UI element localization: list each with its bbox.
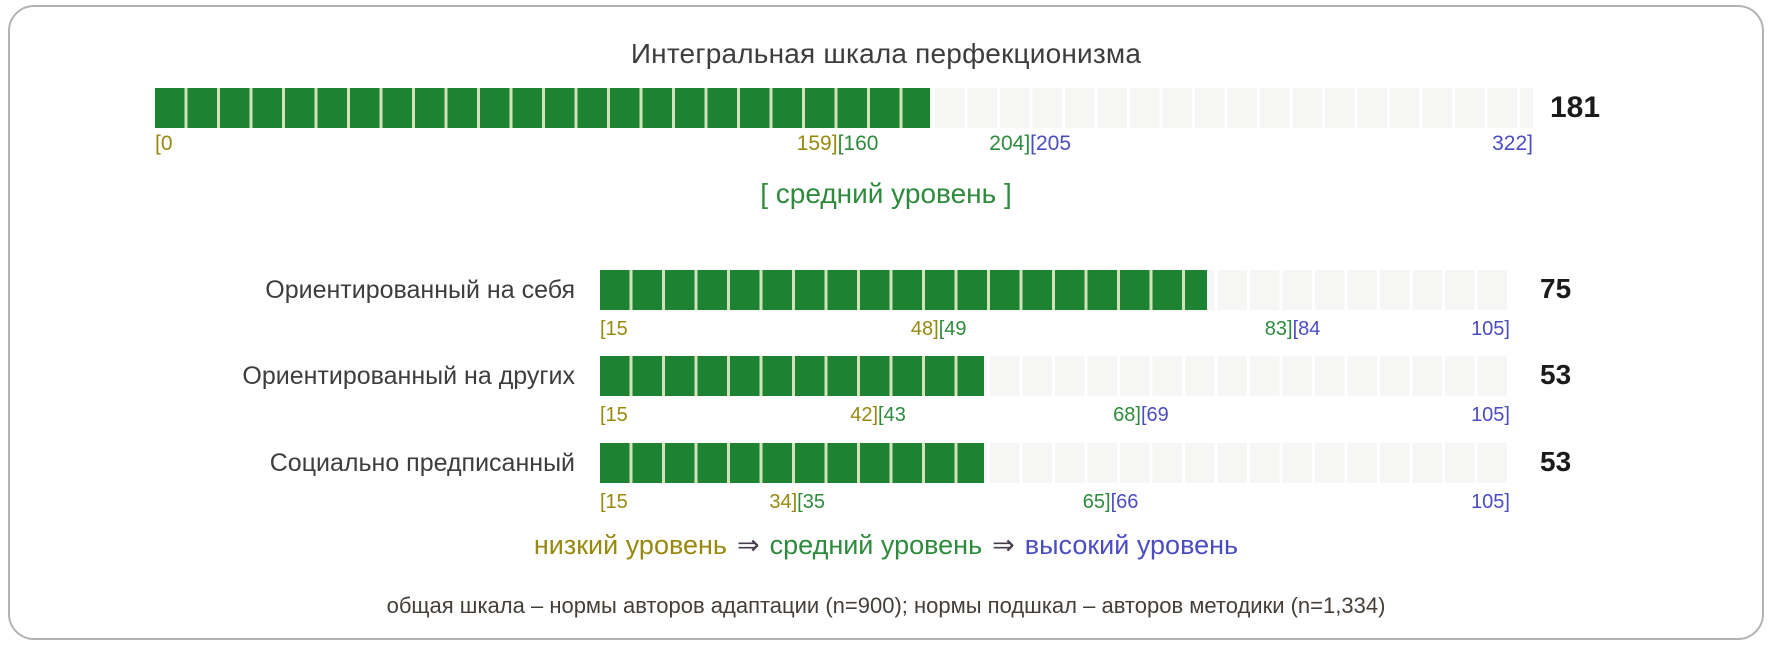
tick-label: [43 xyxy=(878,404,906,426)
tick-label: [66 xyxy=(1110,491,1139,513)
legend-arrow-icon: ⇒ xyxy=(992,530,1015,560)
tick-label: 159] xyxy=(796,132,838,155)
level-legend: низкий уровень ⇒ средний уровень ⇒ высокий у… xyxy=(0,530,1772,561)
subscale-label: Ориентированный на себя xyxy=(265,276,575,304)
tick-label: 105] xyxy=(1471,318,1510,340)
tick-label: [84 xyxy=(1292,318,1321,340)
main-gauge-fill xyxy=(155,88,930,128)
tick-label: [205 xyxy=(1030,132,1072,155)
subscale-fill xyxy=(600,356,985,396)
tick-label: 105] xyxy=(1471,491,1510,513)
subscale-row: Ориентированный на других 53 [15 42][43 68][… xyxy=(0,356,1772,446)
subscale-fill xyxy=(600,270,1207,310)
tick-label: 322] xyxy=(1492,132,1533,155)
subscale-fill xyxy=(600,443,985,483)
tick-label: 83] xyxy=(1264,318,1293,340)
scale-tick: [15 xyxy=(600,318,628,341)
tick-label: 48] xyxy=(910,318,939,340)
subscale-bar xyxy=(600,356,1510,396)
page-title: Интегральная шкала перфекционизма xyxy=(630,38,1142,69)
scale-tick: 65][66 xyxy=(1083,491,1139,514)
scale-tick: 42][43 xyxy=(850,404,906,427)
tick-label: [35 xyxy=(797,491,825,513)
subscale-label: Социально предписанный xyxy=(269,449,575,477)
subscale-value: 75 xyxy=(1540,273,1572,304)
legend-mid-level: средний уровень xyxy=(769,530,983,560)
scale-tick: 105] xyxy=(1471,491,1510,514)
tick-label: 105] xyxy=(1471,404,1510,426)
scale-tick: 204][205 xyxy=(989,132,1071,156)
tick-label: [15 xyxy=(600,491,628,513)
main-level-label: [ средний уровень ] xyxy=(760,178,1012,209)
scale-tick: [0 xyxy=(155,132,173,156)
scale-tick: 105] xyxy=(1471,318,1510,341)
legend-arrow-icon: ⇒ xyxy=(737,530,760,560)
tick-label: [69 xyxy=(1140,404,1169,426)
tick-label: 204] xyxy=(989,132,1031,155)
subscale-bar xyxy=(600,443,1510,483)
tick-label: [15 xyxy=(600,404,628,426)
subscale-value: 53 xyxy=(1540,446,1572,477)
subscale-ticks: [15 48][49 83][84 105] xyxy=(600,318,1510,346)
scale-tick: 48][49 xyxy=(911,318,967,341)
scale-tick: 322] xyxy=(1492,132,1533,156)
tick-label: [160 xyxy=(837,132,879,155)
legend-high-level: высокий уровень xyxy=(1024,530,1239,560)
main-gauge-bar xyxy=(155,88,1533,128)
subscale-row: Ориентированный на себя 75 [15 48][49 83][84… xyxy=(0,270,1772,360)
scale-tick: 159][160 xyxy=(797,132,879,156)
scale-tick: 34][35 xyxy=(769,491,825,514)
subscale-row: Социально предписанный 53 [15 34][35 65][66 1… xyxy=(0,443,1772,533)
tick-label: 42] xyxy=(850,404,879,426)
subscale-ticks: [15 34][35 65][66 105] xyxy=(600,491,1510,519)
scale-tick: [15 xyxy=(600,491,628,514)
main-gauge-value: 181 xyxy=(1550,91,1601,124)
tick-label: 34] xyxy=(769,491,798,513)
tick-label: [15 xyxy=(600,318,628,340)
main-gauge-ticks: [0 159][160 204][205 322] xyxy=(155,132,1533,160)
tick-label: [49 xyxy=(938,318,967,340)
scale-tick: [15 xyxy=(600,404,628,427)
subscale-bar xyxy=(600,270,1510,310)
scale-tick: 68][69 xyxy=(1113,404,1169,427)
tick-label: [0 xyxy=(155,132,173,155)
tick-label: 65] xyxy=(1082,491,1111,513)
subscale-label: Ориентированный на других xyxy=(242,362,575,390)
subscale-value: 53 xyxy=(1540,359,1572,390)
tick-label: 68] xyxy=(1113,404,1141,426)
scale-tick: 105] xyxy=(1471,404,1510,427)
scale-tick: 83][84 xyxy=(1265,318,1321,341)
subscale-ticks: [15 42][43 68][69 105] xyxy=(600,404,1510,432)
footnote: общая шкала – нормы авторов адаптации (n… xyxy=(386,593,1386,618)
legend-low-level: низкий уровень xyxy=(533,530,727,560)
